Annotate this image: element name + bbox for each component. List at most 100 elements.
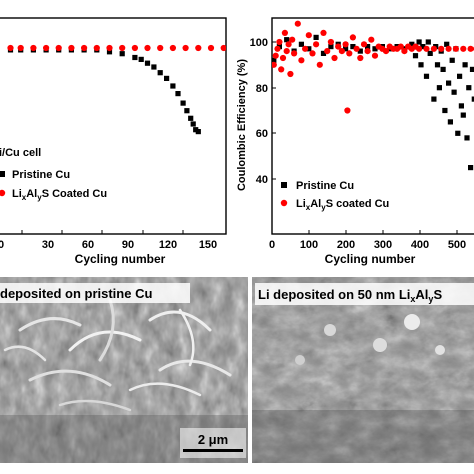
left-chart-point-coated (182, 44, 189, 52)
right-chart-point-coated (360, 41, 368, 48)
right-y-axis-label: Coulombic Efficiency (%) (236, 59, 248, 191)
left-chart-point-pristine (132, 54, 138, 61)
right-chart-point-pristine (468, 165, 474, 171)
right-chart-point-pristine (412, 53, 419, 59)
right-chart-point-coated (335, 43, 342, 50)
left-chart-point-coated (144, 44, 151, 52)
sem-flake-texture (3, 298, 232, 412)
right-y-tick-label: 80 (256, 83, 268, 95)
right-chart-point-pristine (442, 107, 448, 114)
right-x-tick-label: 200 (337, 239, 355, 251)
left-chart-point-coated (17, 44, 24, 52)
left-x-tick-label: 120 (159, 239, 177, 251)
left-chart-point-coated (68, 44, 75, 52)
left-chart-point-pristine (164, 75, 170, 81)
right-chart-point-pristine (446, 80, 452, 86)
left-chart-point-coated (131, 44, 138, 52)
right-chart-point-coated (460, 45, 467, 52)
left-chart-point-coated (7, 44, 14, 52)
right-chart-point-coated (401, 48, 408, 55)
right-chart-point-coated (313, 41, 320, 48)
right-chart-point-coated (272, 52, 279, 59)
right-chart-point-coated (278, 66, 285, 73)
right-chart-point-coated (331, 54, 338, 62)
right-chart-point-coated (357, 54, 364, 62)
right-chart-point-coated (289, 36, 296, 43)
left-x-tick-label: 90 (122, 239, 134, 251)
right-chart-point-pristine (434, 62, 441, 68)
sem-image-right: Li deposited on 50 nm LixAlyS (252, 277, 474, 463)
left-chart-point-coated (93, 44, 100, 52)
left-x-tick-partial: 0 (0, 239, 4, 251)
right-chart-point-pristine (306, 46, 312, 52)
right-chart-point-pristine (471, 96, 474, 102)
left-legend: Pristine Cu LixAlyS Coated Cu (0, 169, 107, 202)
left-chart-point-coated (81, 44, 88, 52)
left-chart-point-coated (106, 44, 113, 52)
right-chart-point-coated (298, 57, 305, 64)
right-chart-point-coated (324, 48, 331, 55)
right-chart-point-coated (276, 38, 283, 46)
left-chart-point-coated (55, 44, 62, 52)
left-x-tick-label: 60 (82, 239, 94, 251)
right-chart-point-pristine (464, 135, 470, 141)
right-chart-point-pristine (436, 85, 442, 91)
right-chart-marks (272, 20, 474, 171)
right-chart-point-pristine (328, 44, 334, 50)
sem-image-left: deposited on pristine Cu 2 μm (0, 277, 248, 463)
right-chart-point-coated (397, 43, 404, 50)
right-y-tick-label: 60 (256, 128, 268, 140)
sem-particle-texture (295, 314, 445, 365)
left-chart-point-pristine (175, 91, 181, 97)
right-chart-point-coated (291, 50, 298, 57)
right-chart-point-pristine (409, 41, 415, 47)
right-chart-point-pristine (444, 41, 450, 47)
right-x-ticks (271, 230, 458, 234)
right-chart-point-coated (320, 29, 327, 36)
right-y-tick-label: 100 (250, 37, 268, 49)
right-chart-point-coated (364, 48, 371, 55)
right-chart-point-pristine (357, 48, 363, 54)
left-chart-point-pristine (184, 108, 190, 114)
right-chart-point-coated (416, 45, 423, 52)
left-legend-marker-pristine (0, 171, 5, 177)
right-label-backdrop (255, 283, 474, 305)
right-chart-point-pristine (462, 62, 468, 68)
left-chart-point-coated (220, 44, 226, 52)
left-legend-label-pristine: Pristine Cu (12, 169, 70, 181)
right-chart-point-coated (423, 45, 430, 52)
scale-bar-backdrop (180, 428, 246, 458)
left-x-ticks (21, 230, 184, 234)
right-chart-point-pristine (431, 96, 437, 102)
right-chart-point-pristine (423, 73, 430, 79)
right-legend-label-coated: LixAlyS coated Cu (296, 198, 389, 212)
left-chart-point-coated (43, 44, 50, 52)
right-chart-point-pristine (458, 103, 464, 109)
right-chart-point-coated (346, 50, 353, 57)
right-chart-point-pristine (284, 37, 290, 43)
right-chart-point-pristine (457, 73, 463, 79)
right-chart-point-pristine (350, 44, 356, 50)
right-x-tick-label: 100 (300, 239, 318, 251)
left-chart-marks (7, 44, 226, 135)
right-chart-point-pristine (365, 44, 371, 50)
right-chart-point-pristine (455, 130, 461, 136)
left-legend-marker-coated (0, 189, 6, 197)
left-chart-point-pristine (190, 121, 196, 127)
right-chart-point-coated (438, 45, 445, 52)
right-chart-point-coated (452, 45, 459, 52)
right-legend: Pristine Cu LixAlyS coated Cu (280, 180, 389, 212)
right-chart-point-coated (382, 48, 390, 55)
right-chart-point-coated (283, 48, 290, 55)
right-chart-point-pristine (420, 44, 426, 50)
right-chart-point-coated (349, 34, 356, 41)
right-chart-point-coated (305, 32, 312, 39)
right-x-tick-label: 0 (269, 239, 275, 251)
right-chart-point-pristine (343, 46, 349, 52)
right-chart-point-pristine (416, 39, 422, 45)
left-chart-point-pristine (119, 51, 125, 57)
right-chart-point-coated (344, 107, 351, 114)
right-chart-point-coated (294, 20, 301, 27)
right-chart-point-coated (445, 45, 452, 52)
